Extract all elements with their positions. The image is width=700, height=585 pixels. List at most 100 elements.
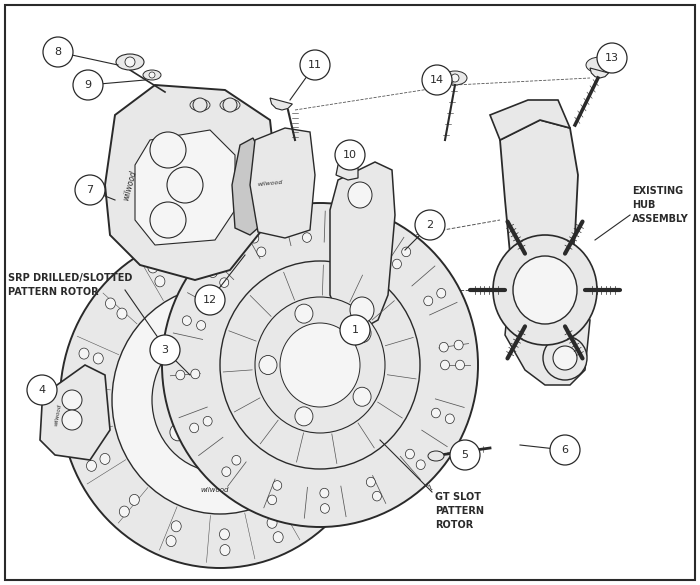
Text: wilwood: wilwood bbox=[201, 487, 230, 493]
Text: 6: 6 bbox=[561, 445, 568, 455]
Ellipse shape bbox=[117, 308, 127, 319]
Ellipse shape bbox=[440, 360, 449, 370]
Ellipse shape bbox=[267, 517, 277, 528]
Ellipse shape bbox=[72, 405, 83, 416]
Ellipse shape bbox=[148, 262, 158, 273]
Text: SRP DRILLED/SLOTTED
PATTERN ROTOR: SRP DRILLED/SLOTTED PATTERN ROTOR bbox=[8, 273, 132, 297]
Circle shape bbox=[167, 167, 203, 203]
Text: wilwood: wilwood bbox=[54, 404, 62, 426]
Circle shape bbox=[150, 202, 186, 238]
Ellipse shape bbox=[295, 407, 313, 426]
Circle shape bbox=[451, 74, 459, 82]
Circle shape bbox=[125, 57, 135, 67]
Ellipse shape bbox=[264, 391, 280, 408]
Ellipse shape bbox=[416, 460, 425, 470]
Ellipse shape bbox=[353, 387, 371, 406]
Ellipse shape bbox=[166, 536, 176, 546]
Ellipse shape bbox=[79, 348, 89, 359]
Ellipse shape bbox=[267, 495, 276, 505]
Text: 1: 1 bbox=[351, 325, 358, 335]
Ellipse shape bbox=[162, 203, 478, 527]
Circle shape bbox=[150, 335, 180, 365]
Ellipse shape bbox=[112, 286, 328, 514]
Text: 10: 10 bbox=[343, 150, 357, 160]
Ellipse shape bbox=[405, 449, 414, 459]
Ellipse shape bbox=[259, 356, 277, 374]
Ellipse shape bbox=[343, 394, 353, 405]
Ellipse shape bbox=[60, 232, 380, 568]
Ellipse shape bbox=[250, 233, 259, 243]
Ellipse shape bbox=[294, 288, 304, 300]
Circle shape bbox=[597, 43, 627, 73]
Ellipse shape bbox=[183, 316, 191, 325]
Ellipse shape bbox=[220, 545, 230, 556]
Text: 5: 5 bbox=[461, 450, 468, 460]
Ellipse shape bbox=[190, 423, 199, 433]
Ellipse shape bbox=[251, 266, 260, 276]
Circle shape bbox=[450, 440, 480, 470]
Circle shape bbox=[193, 98, 207, 112]
Ellipse shape bbox=[255, 297, 385, 433]
Ellipse shape bbox=[428, 451, 444, 461]
Ellipse shape bbox=[273, 532, 284, 543]
Circle shape bbox=[415, 210, 445, 240]
Polygon shape bbox=[250, 128, 315, 238]
Ellipse shape bbox=[273, 481, 281, 490]
Ellipse shape bbox=[440, 342, 448, 352]
Ellipse shape bbox=[280, 323, 360, 407]
Ellipse shape bbox=[200, 245, 210, 256]
Circle shape bbox=[335, 140, 365, 170]
Polygon shape bbox=[330, 162, 395, 330]
Ellipse shape bbox=[190, 99, 210, 111]
Ellipse shape bbox=[180, 357, 260, 443]
Ellipse shape bbox=[232, 456, 241, 465]
Ellipse shape bbox=[437, 288, 446, 298]
Ellipse shape bbox=[456, 360, 465, 370]
Ellipse shape bbox=[254, 250, 265, 261]
Ellipse shape bbox=[220, 529, 230, 540]
Ellipse shape bbox=[318, 499, 328, 510]
Circle shape bbox=[43, 37, 73, 67]
Circle shape bbox=[73, 70, 103, 100]
Ellipse shape bbox=[191, 369, 200, 378]
Ellipse shape bbox=[209, 268, 217, 277]
Ellipse shape bbox=[493, 235, 597, 345]
Text: wilwood: wilwood bbox=[122, 169, 139, 201]
Ellipse shape bbox=[295, 304, 313, 323]
Polygon shape bbox=[135, 130, 235, 245]
Ellipse shape bbox=[321, 504, 330, 513]
Ellipse shape bbox=[203, 417, 212, 426]
Text: 12: 12 bbox=[203, 295, 217, 305]
Ellipse shape bbox=[320, 488, 329, 498]
Ellipse shape bbox=[302, 233, 312, 242]
Ellipse shape bbox=[372, 491, 382, 501]
Ellipse shape bbox=[513, 256, 577, 324]
Text: 2: 2 bbox=[426, 220, 433, 230]
Ellipse shape bbox=[350, 297, 374, 323]
Polygon shape bbox=[270, 98, 293, 110]
Ellipse shape bbox=[170, 359, 186, 376]
Ellipse shape bbox=[358, 394, 368, 405]
Ellipse shape bbox=[356, 374, 367, 384]
Ellipse shape bbox=[197, 321, 206, 330]
Ellipse shape bbox=[220, 99, 240, 111]
Text: 13: 13 bbox=[605, 53, 619, 63]
Circle shape bbox=[195, 285, 225, 315]
Ellipse shape bbox=[348, 182, 372, 208]
Polygon shape bbox=[505, 285, 590, 385]
Ellipse shape bbox=[172, 521, 181, 532]
Ellipse shape bbox=[87, 460, 97, 472]
Circle shape bbox=[553, 346, 577, 370]
Ellipse shape bbox=[88, 404, 97, 415]
Ellipse shape bbox=[366, 477, 375, 487]
Ellipse shape bbox=[220, 261, 420, 469]
Text: wilwood: wilwood bbox=[257, 180, 283, 187]
Text: 14: 14 bbox=[430, 75, 444, 85]
Ellipse shape bbox=[353, 324, 371, 343]
Ellipse shape bbox=[334, 445, 344, 456]
Text: 8: 8 bbox=[55, 47, 62, 57]
Text: 9: 9 bbox=[85, 80, 92, 90]
Ellipse shape bbox=[228, 444, 244, 461]
Ellipse shape bbox=[342, 376, 352, 387]
Ellipse shape bbox=[354, 222, 363, 232]
